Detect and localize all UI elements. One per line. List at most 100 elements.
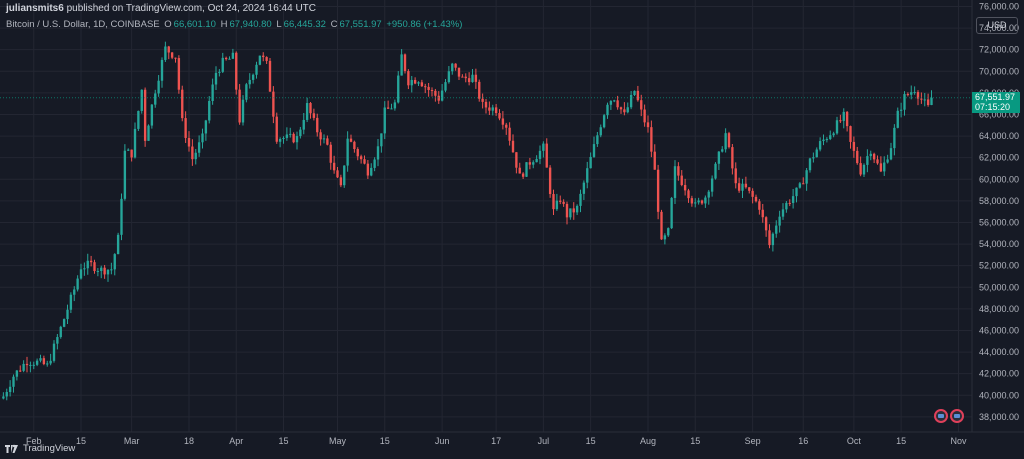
candle-down [545, 143, 548, 168]
currency-button[interactable]: USD [976, 17, 1018, 34]
candle-up [862, 164, 866, 175]
candle-down [93, 262, 96, 272]
time-tick-label: 16 [798, 436, 808, 446]
price-tick-label: 46,000.00 [979, 325, 1019, 335]
economic-event-icon[interactable] [950, 409, 964, 423]
candle-up [913, 92, 916, 94]
candle-up [231, 52, 235, 59]
candle-up [79, 269, 83, 279]
price-tick-label: 54,000.00 [979, 239, 1019, 249]
candle-up [160, 59, 164, 81]
candle-up [66, 309, 69, 320]
candle-down [879, 163, 883, 172]
candle-up [883, 162, 886, 172]
candle-up [910, 92, 913, 95]
candle-up [815, 149, 818, 158]
brand-name: TradingView [23, 443, 76, 454]
candle-down [42, 358, 46, 365]
close-label: C [330, 19, 338, 30]
candle-up [154, 93, 157, 105]
candle-down [572, 208, 575, 213]
candle-up [346, 138, 349, 166]
candle-up [535, 158, 538, 163]
candle-down [505, 124, 508, 128]
candle-up [829, 135, 832, 140]
candle-up [707, 191, 710, 198]
grid-lines [0, 0, 972, 432]
high-label: H [220, 19, 228, 30]
candle-down [687, 190, 690, 199]
candle-up [96, 270, 100, 272]
candle-up [606, 104, 609, 116]
footer-brand[interactable]: TradingView [4, 443, 75, 454]
candle-up [49, 360, 52, 364]
time-tick-label: Jun [435, 436, 450, 446]
candle-up [164, 46, 167, 60]
candle-down [852, 141, 856, 151]
symbol-title[interactable]: Bitcoin / U.S. Dollar, 1D, COINBASE [6, 19, 160, 30]
candle-up [440, 90, 444, 101]
candle-down [845, 111, 849, 127]
economic-event-icon[interactable] [934, 409, 948, 423]
candle-down [501, 118, 505, 125]
candle-up [451, 63, 454, 72]
candle-down [849, 126, 852, 142]
candle-down [737, 183, 741, 191]
high-value: 67,940.80 [229, 19, 272, 30]
candle-down [407, 71, 410, 86]
candle-up [714, 163, 717, 179]
candle-up [211, 84, 214, 101]
candle-down [478, 81, 481, 99]
candle-down [484, 101, 488, 108]
candle-down [650, 127, 653, 152]
candle-down [920, 98, 923, 100]
candle-up [305, 103, 309, 120]
time-tick-label: Feb [26, 436, 42, 446]
time-tick-label: Jul [538, 436, 550, 446]
candle-down [174, 57, 177, 59]
publisher-name[interactable]: juliansmits6 [6, 3, 64, 14]
candle-down [761, 209, 764, 218]
candle-down [876, 159, 879, 164]
candle-up [62, 319, 66, 327]
candle-up [785, 202, 788, 210]
candle-down [481, 98, 484, 102]
candle-down [265, 57, 268, 61]
candle-up [629, 95, 633, 108]
candle-up [208, 100, 211, 121]
price-tick-label: 56,000.00 [979, 217, 1019, 227]
candle-up [370, 167, 373, 176]
candle-down [349, 138, 353, 142]
candle-down [548, 167, 552, 195]
candle-up [741, 183, 744, 191]
candle-up [76, 278, 79, 290]
candle-up [832, 133, 835, 136]
price-tick-label: 70,000.00 [979, 66, 1019, 76]
candle-up [889, 148, 893, 160]
candle-down [565, 203, 569, 218]
candle-up [127, 149, 130, 151]
candle-up [808, 158, 812, 171]
candle-up [343, 165, 346, 186]
time-tick-label: Sep [745, 436, 761, 446]
candle-up [214, 72, 218, 85]
candle-up [626, 107, 629, 113]
candle-up [903, 94, 906, 110]
candle-down [498, 113, 501, 119]
candle-down [474, 74, 478, 82]
candle-down [235, 52, 238, 90]
candle-up [447, 71, 451, 83]
candle-up [582, 182, 586, 194]
candle-up [147, 125, 150, 141]
candle-up [86, 260, 89, 269]
candle-down [339, 177, 343, 186]
price-axis[interactable]: 76,000.0074,000.0072,000.0070,000.0068,0… [979, 1, 1019, 421]
candle-up [791, 196, 795, 203]
candle-up [542, 143, 545, 151]
last-price-tag: 67,551.97 [972, 91, 1020, 103]
candle-down [906, 94, 910, 96]
time-tick-label: 15 [586, 436, 596, 446]
time-axis[interactable]: Feb 15 Mar 18 Apr 15 May 15 Jun 17 Jul 15 Aug 15 Sep 16… [26, 436, 967, 446]
candle-down [461, 76, 464, 78]
